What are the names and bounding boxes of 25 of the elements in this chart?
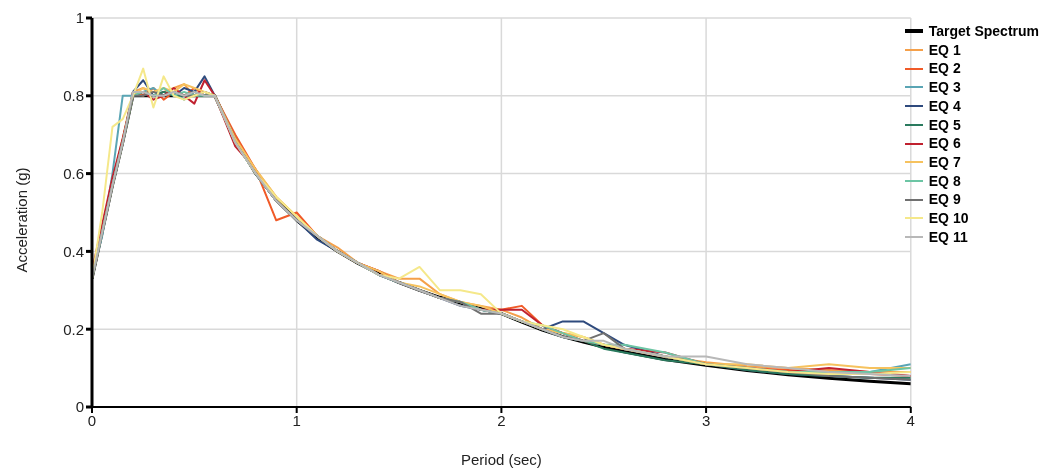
y-axis-title: Acceleration (g) <box>13 167 31 273</box>
legend-label: EQ 2 <box>928 59 961 79</box>
x-tick-label: 4 <box>906 411 915 429</box>
x-axis-title: Period (sec) <box>460 451 542 468</box>
legend-label: EQ 1 <box>928 40 961 60</box>
y-tick-label: 0 <box>75 398 84 416</box>
legend-label: EQ 5 <box>928 115 961 135</box>
legend-label: EQ 10 <box>928 209 969 228</box>
legend-label: EQ 3 <box>928 78 961 97</box>
x-tick-label: 0 <box>87 411 97 429</box>
y-tick-label: 0.8 <box>63 87 84 105</box>
legend-label: EQ 7 <box>928 152 961 172</box>
x-tick-label: 3 <box>701 411 711 429</box>
legend-label: EQ 6 <box>928 134 961 153</box>
legend-label: EQ 9 <box>928 190 961 210</box>
legend-label: EQ 4 <box>928 96 961 116</box>
y-tick-label: 0.6 <box>63 164 84 182</box>
y-tick-label: 0.2 <box>63 320 84 338</box>
y-tick-label: 0.4 <box>63 242 84 260</box>
x-tick-label: 1 <box>292 411 301 429</box>
y-tick-label: 1 <box>75 9 84 27</box>
legend-label: EQ 11 <box>928 227 968 247</box>
x-tick-label: 2 <box>497 411 506 429</box>
legend-label: EQ 8 <box>928 171 961 191</box>
legend-label: Target Spectrum <box>928 22 1039 41</box>
